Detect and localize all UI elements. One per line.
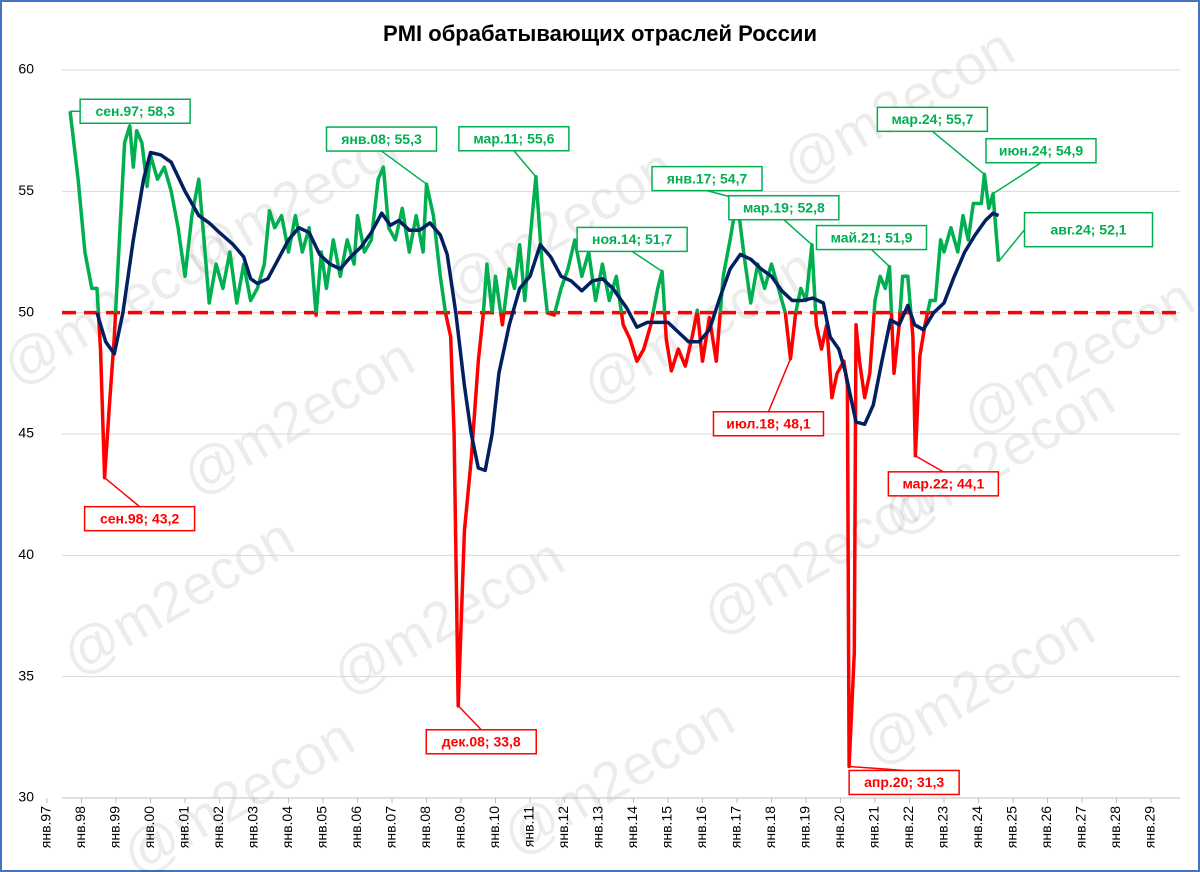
x-tick-label: янв.18	[762, 806, 778, 848]
annotation-box	[985, 138, 1097, 164]
annotation-box	[712, 411, 825, 437]
x-tick-label: янв.29	[1142, 806, 1158, 848]
y-tick-label: 30	[18, 789, 34, 805]
chart-title: PMI обрабатывающих отраслей России	[383, 21, 817, 46]
annotation-box	[815, 224, 928, 251]
annotation-connector	[870, 249, 891, 268]
x-tick-label: янв.10	[486, 806, 502, 848]
x-tick-label: янв.14	[624, 806, 640, 848]
annotation-label: июн.24; 54,9	[999, 142, 1083, 158]
x-tick-label: янв.06	[348, 806, 364, 848]
annotation-connector	[992, 162, 1042, 195]
annotation-connector	[513, 150, 537, 178]
annotation-label: сен.98; 43,2	[100, 510, 180, 526]
x-tick-label: янв.23	[935, 806, 951, 848]
pmi-line-above	[68, 111, 1001, 313]
annotation-connector	[631, 250, 663, 273]
x-tick-label: янв.21	[866, 806, 882, 848]
pmi-line-below	[96, 312, 930, 769]
annotation-label: янв.17; 54,7	[667, 170, 748, 186]
annotation-box	[1023, 211, 1154, 248]
average-line	[95, 150, 1000, 473]
annotation-connector	[931, 130, 985, 175]
x-tick-label: янв.99	[107, 806, 123, 848]
x-tick-label: янв.20	[831, 806, 847, 848]
annotation-connector	[767, 358, 792, 413]
y-tick-label: 45	[18, 425, 34, 441]
y-tick-label: 40	[18, 546, 34, 562]
annotation-box	[458, 126, 570, 152]
x-tick-label: янв.26	[1038, 806, 1054, 848]
annotation-connector	[997, 229, 1026, 263]
annotation-box	[848, 769, 960, 796]
x-tick-label: янв.24	[969, 806, 985, 848]
annotation-box	[425, 729, 537, 755]
x-tick-label: янв.12	[555, 806, 571, 848]
annotation-label: янв.08; 55,3	[341, 131, 422, 147]
x-tick-label: янв.15	[659, 806, 675, 848]
annotation-connector	[104, 477, 141, 508]
x-tick-label: янв.25	[1004, 806, 1020, 848]
y-tick-label: 55	[18, 182, 34, 198]
x-tick-label: янв.98	[72, 806, 88, 848]
annotation-box	[79, 98, 191, 125]
x-tick-label: янв.11	[521, 806, 537, 847]
annotation-label: апр.20; 31,3	[864, 774, 944, 790]
annotation-label: авг.24; 52,1	[1050, 221, 1126, 237]
x-tick-label: янв.17	[728, 806, 744, 848]
annotation-box	[651, 165, 763, 192]
y-tick-label: 50	[18, 303, 34, 319]
x-tick-label: янв.07	[383, 806, 399, 848]
annotation-label: май.21; 51,9	[831, 229, 913, 245]
x-tick-label: янв.03	[245, 806, 261, 848]
annotation-connector	[381, 150, 427, 185]
annotation-label: дек.08; 33,8	[442, 733, 521, 749]
annotation-connector	[783, 219, 813, 246]
y-tick-label: 35	[18, 667, 34, 683]
x-tick-label: янв.09	[452, 806, 468, 848]
annotation-box	[876, 106, 989, 133]
x-tick-label: янв.13	[590, 806, 606, 848]
annotation-label: июл.18; 48,1	[726, 415, 811, 431]
x-tick-label: янв.22	[900, 806, 916, 848]
annotation-box	[576, 226, 688, 253]
annotation-box	[887, 471, 1000, 497]
annotation-label: ноя.14; 51,7	[592, 231, 672, 247]
x-tick-label: янв.19	[797, 806, 813, 848]
x-tick-label: янв.02	[210, 806, 226, 848]
annotation-box	[83, 505, 196, 532]
x-tick-label: янв.08	[417, 806, 433, 848]
x-tick-label: янв.01	[176, 806, 192, 848]
annotation-box	[728, 194, 840, 221]
annotation-connector	[457, 705, 482, 731]
x-tick-label: янв.16	[693, 806, 709, 848]
annotation-connector	[914, 455, 944, 473]
annotation-label: сен.97; 58,3	[95, 103, 175, 119]
x-tick-label: янв.28	[1107, 806, 1123, 848]
x-tick-label: янв.04	[279, 806, 295, 848]
x-tick-label: янв.05	[314, 806, 330, 848]
annotation-label: мар.11; 55,6	[473, 130, 554, 146]
annotation-label: мар.22; 44,1	[902, 476, 984, 492]
x-tick-label: янв.27	[1073, 806, 1089, 848]
x-tick-label: янв.97	[38, 806, 54, 848]
annotation-label: мар.24; 55,7	[891, 111, 973, 127]
annotation-label: мар.19; 52,8	[743, 199, 825, 215]
annotation-box	[325, 126, 438, 152]
y-tick-label: 60	[18, 61, 34, 77]
x-tick-label: янв.00	[141, 806, 157, 848]
